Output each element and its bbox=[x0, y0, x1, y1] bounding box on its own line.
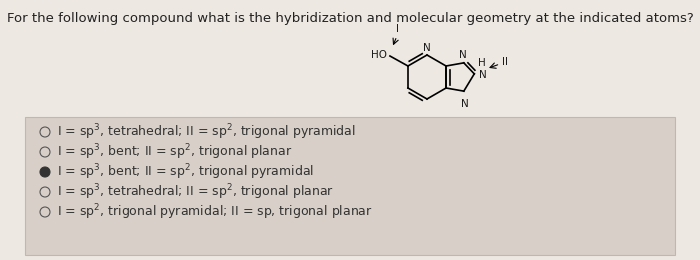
Text: I = sp$^3$, bent; II = sp$^2$, trigonal planar: I = sp$^3$, bent; II = sp$^2$, trigonal … bbox=[57, 142, 293, 162]
Text: HO: HO bbox=[371, 50, 387, 60]
Text: N: N bbox=[423, 43, 431, 53]
Text: I = sp$^3$, tetrahedral; II = sp$^2$, trigonal pyramidal: I = sp$^3$, tetrahedral; II = sp$^2$, tr… bbox=[57, 122, 356, 142]
Bar bbox=[0, 0, 700, 115]
Bar bbox=[25, 117, 675, 255]
Text: I = sp$^3$, tetrahedral; II = sp$^2$, trigonal planar: I = sp$^3$, tetrahedral; II = sp$^2$, tr… bbox=[57, 182, 334, 202]
Text: I: I bbox=[396, 24, 400, 34]
Text: I = sp$^3$, bent; II = sp$^2$, trigonal pyramidal: I = sp$^3$, bent; II = sp$^2$, trigonal … bbox=[57, 162, 314, 182]
Text: II: II bbox=[503, 57, 508, 67]
Text: I = sp$^2$, trigonal pyramidal; II = sp, trigonal planar: I = sp$^2$, trigonal pyramidal; II = sp,… bbox=[57, 202, 373, 222]
Circle shape bbox=[40, 167, 50, 177]
Text: N: N bbox=[480, 70, 487, 80]
Text: H: H bbox=[478, 58, 486, 68]
Text: N: N bbox=[459, 50, 467, 60]
Text: N: N bbox=[461, 99, 469, 109]
Text: For the following compound what is the hybridization and molecular geometry at t: For the following compound what is the h… bbox=[6, 12, 694, 25]
